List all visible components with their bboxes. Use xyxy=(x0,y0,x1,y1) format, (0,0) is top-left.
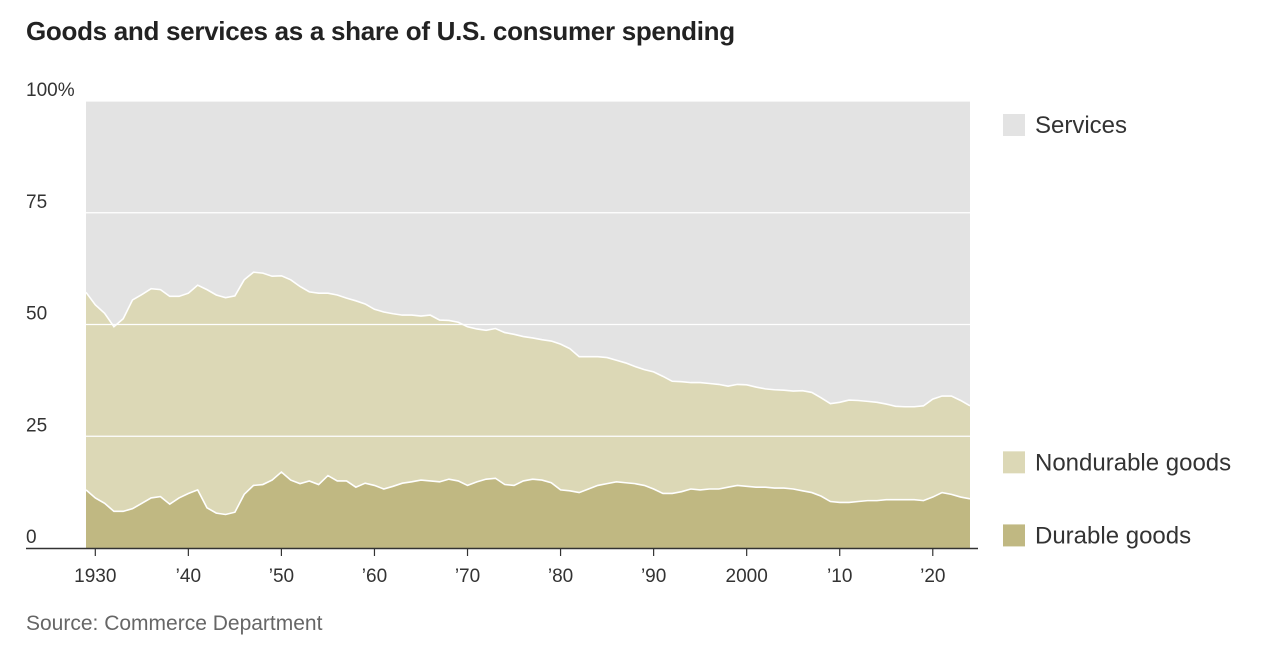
legend: Services Nondurable goods Durable goods xyxy=(1003,112,1231,549)
x-tick-label: 2000 xyxy=(726,566,768,587)
chart-title: Goods and services as a share of U.S. co… xyxy=(26,16,735,46)
y-tick-label: 0 xyxy=(26,527,37,548)
legend-swatch-nondurable-goods xyxy=(1003,451,1025,474)
x-tick-label: ’20 xyxy=(920,566,945,587)
boundary-goods-services xyxy=(85,271,971,408)
legend-label-nondurable-goods: Nondurable goods xyxy=(1035,449,1231,476)
x-tick-label: ’90 xyxy=(641,566,666,587)
source-note: Source: Commerce Department xyxy=(26,612,323,635)
area-nondurable-goods xyxy=(86,272,970,548)
y-tick-label: 100% xyxy=(26,80,75,101)
area-durable-goods xyxy=(86,472,970,548)
legend-swatch-services xyxy=(1003,114,1025,136)
x-tick-label: ’80 xyxy=(548,566,573,587)
x-axis-ticks: 1930 ’40 ’50 ’60 ’70 ’80 ’90 2000 ’10 ’20 xyxy=(74,548,945,587)
boundary-durable-nondurable xyxy=(85,470,971,516)
y-tick-label: 50 xyxy=(26,304,47,325)
x-tick-label: ’70 xyxy=(455,566,480,587)
stacked-area-chart: 1930 ’40 ’50 ’60 ’70 ’80 ’90 2000 ’10 ’20 100% 75 5… xyxy=(26,80,1231,587)
x-tick-label: 1930 xyxy=(74,566,116,587)
x-tick-label: ’50 xyxy=(269,566,294,587)
y-axis-ticks: 100% 75 50 25 0 xyxy=(26,80,75,548)
y-tick-label: 25 xyxy=(26,415,47,436)
gridlines xyxy=(86,100,978,437)
x-tick-label: ’40 xyxy=(176,566,201,587)
series-boundaries xyxy=(85,271,971,516)
y-tick-label: 75 xyxy=(26,192,47,213)
legend-swatch-durable-goods xyxy=(1003,524,1025,547)
x-tick-label: ’10 xyxy=(827,566,852,587)
x-tick-label: ’60 xyxy=(362,566,387,587)
legend-label-durable-goods: Durable goods xyxy=(1035,522,1191,549)
legend-label-services: Services xyxy=(1035,112,1127,139)
